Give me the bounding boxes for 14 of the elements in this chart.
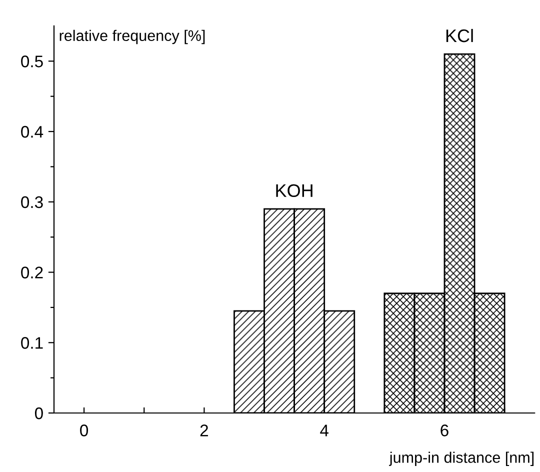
series-label: KCl xyxy=(446,28,473,42)
y-tick-label: 0 xyxy=(34,407,43,420)
x-axis-title: jump-in distance [nm] xyxy=(389,452,534,466)
x-tick-label: 6 xyxy=(440,424,448,436)
x-tick-label: 2 xyxy=(200,424,208,436)
y-tick-label: 0.1 xyxy=(21,337,43,349)
y-tick-label: 0.4 xyxy=(21,126,44,138)
y-axis-title: relative frequency [%] xyxy=(60,30,205,44)
y-tick-label: 0.2 xyxy=(21,266,43,278)
x-tick-label: 0 xyxy=(80,424,88,436)
x-tick-label: 4 xyxy=(320,424,328,436)
y-tick-label: 0.5 xyxy=(21,56,43,68)
series-label: KOH xyxy=(276,184,312,198)
y-tick-label: 0.3 xyxy=(21,196,43,208)
